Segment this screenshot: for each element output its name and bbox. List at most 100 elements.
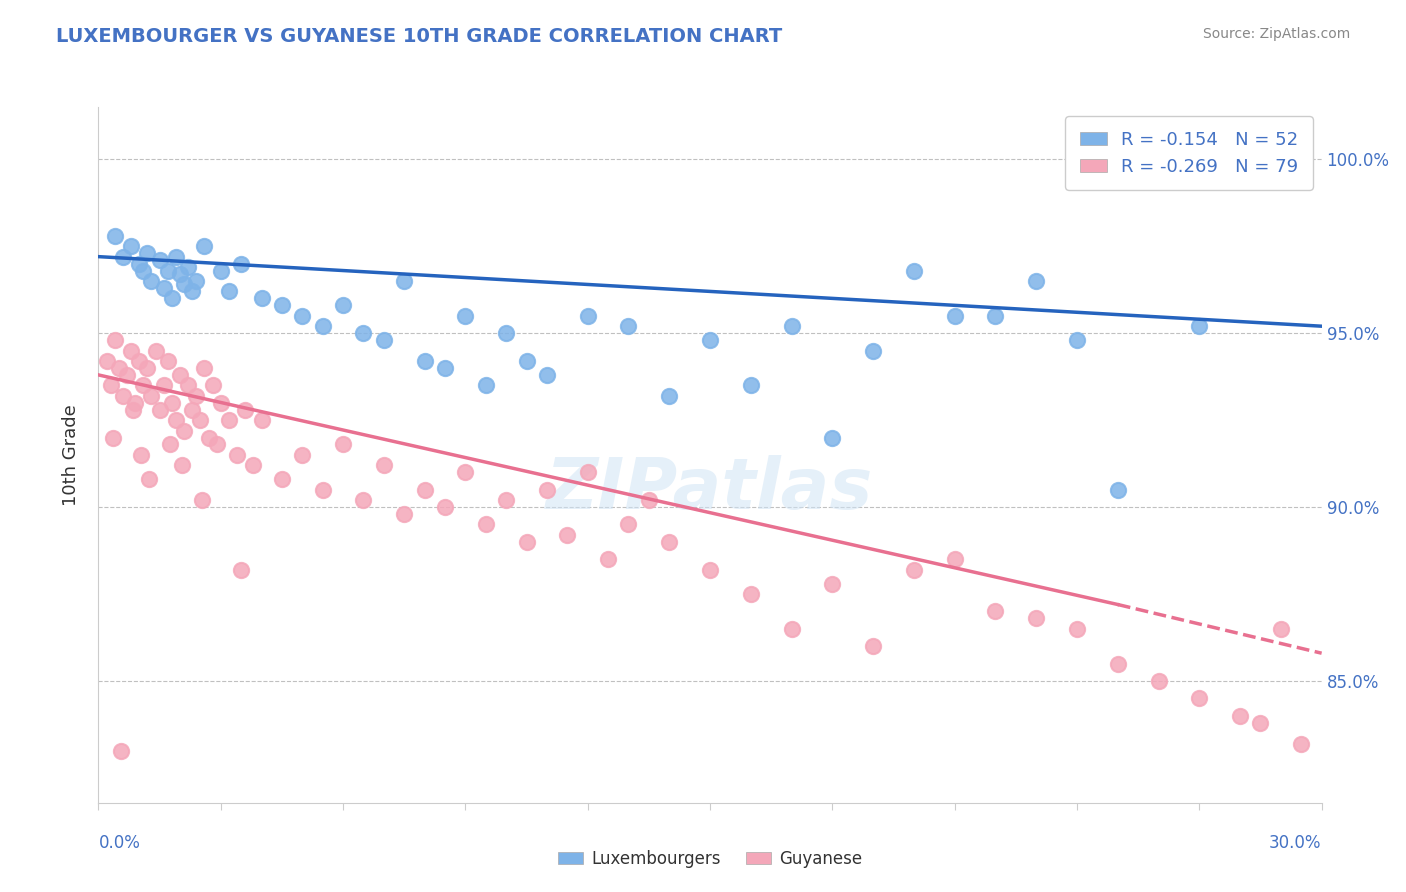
Point (658, 389, 681, 403)
Point (218, 285, 240, 299)
Point (1229, 708, 1251, 723)
Point (943, 309, 966, 323)
Point (495, 326, 517, 340)
Point (352, 493, 374, 508)
Point (111, 250, 134, 264)
Point (1249, 715, 1271, 730)
Point (270, 298, 294, 312)
Point (740, 587, 762, 601)
Point (1291, 737, 1313, 751)
Point (101, 430, 124, 444)
Point (474, 517, 498, 532)
Point (557, 528, 579, 542)
Point (120, 343, 142, 358)
Point (173, 277, 195, 292)
Text: 30.0%: 30.0% (1270, 834, 1322, 852)
Point (233, 402, 256, 417)
Point (226, 448, 249, 462)
Point (181, 285, 204, 299)
Point (201, 378, 224, 392)
Point (862, 343, 884, 358)
Point (638, 493, 661, 508)
Point (352, 326, 374, 340)
Point (536, 368, 558, 382)
Point (617, 319, 640, 334)
Point (454, 309, 477, 323)
Point (332, 298, 354, 312)
Point (138, 472, 160, 486)
Point (903, 263, 925, 277)
Point (108, 360, 131, 375)
Point (191, 493, 214, 508)
Point (1249, 145, 1271, 160)
Point (188, 413, 212, 427)
Point (186, 389, 208, 403)
Point (617, 517, 640, 532)
Point (156, 263, 179, 277)
Text: Source: ZipAtlas.com: Source: ZipAtlas.com (1202, 27, 1350, 41)
Point (181, 402, 204, 417)
Point (159, 437, 181, 451)
Point (177, 260, 200, 274)
Point (821, 430, 844, 444)
Point (1066, 622, 1088, 636)
Point (100, 378, 122, 392)
Point (128, 354, 150, 368)
Point (177, 378, 200, 392)
Point (474, 378, 498, 392)
Point (312, 319, 335, 334)
Point (115, 368, 138, 382)
Point (332, 437, 354, 451)
Point (454, 465, 477, 479)
Point (160, 395, 183, 409)
Text: ZIPatlas: ZIPatlas (547, 455, 873, 524)
Point (209, 395, 232, 409)
Point (120, 239, 142, 253)
Point (291, 309, 314, 323)
Point (205, 437, 228, 451)
Point (1025, 611, 1047, 625)
Point (576, 465, 599, 479)
Point (129, 448, 152, 462)
Text: 0.0%: 0.0% (98, 834, 141, 852)
Point (1107, 657, 1129, 671)
Point (242, 458, 264, 473)
Point (110, 743, 132, 757)
Point (160, 292, 183, 306)
Point (128, 257, 150, 271)
Point (136, 246, 159, 260)
Point (780, 319, 803, 334)
Point (141, 389, 163, 403)
Point (149, 402, 172, 417)
Point (218, 413, 240, 427)
Point (516, 354, 538, 368)
Point (413, 354, 436, 368)
Point (1188, 319, 1211, 334)
Point (1147, 673, 1170, 688)
Point (1270, 622, 1292, 636)
Point (96, 354, 118, 368)
Legend: Luxembourgers, Guyanese: Luxembourgers, Guyanese (551, 843, 869, 874)
Point (1066, 333, 1088, 347)
Text: LUXEMBOURGER VS GUYANESE 10TH GRADE CORRELATION CHART: LUXEMBOURGER VS GUYANESE 10TH GRADE CORR… (56, 27, 783, 45)
Point (903, 563, 925, 577)
Point (104, 333, 127, 347)
Point (516, 534, 538, 549)
Point (152, 281, 174, 295)
Point (104, 228, 127, 243)
Point (392, 507, 416, 521)
Point (169, 368, 191, 382)
Point (1025, 274, 1047, 288)
Point (156, 354, 179, 368)
Point (740, 378, 762, 392)
Point (373, 333, 395, 347)
Point (197, 430, 219, 444)
Point (111, 389, 134, 403)
Point (862, 639, 884, 653)
Point (169, 267, 191, 281)
Point (373, 458, 395, 473)
Point (136, 360, 159, 375)
Point (495, 493, 517, 508)
Point (193, 360, 215, 375)
Point (536, 483, 558, 497)
